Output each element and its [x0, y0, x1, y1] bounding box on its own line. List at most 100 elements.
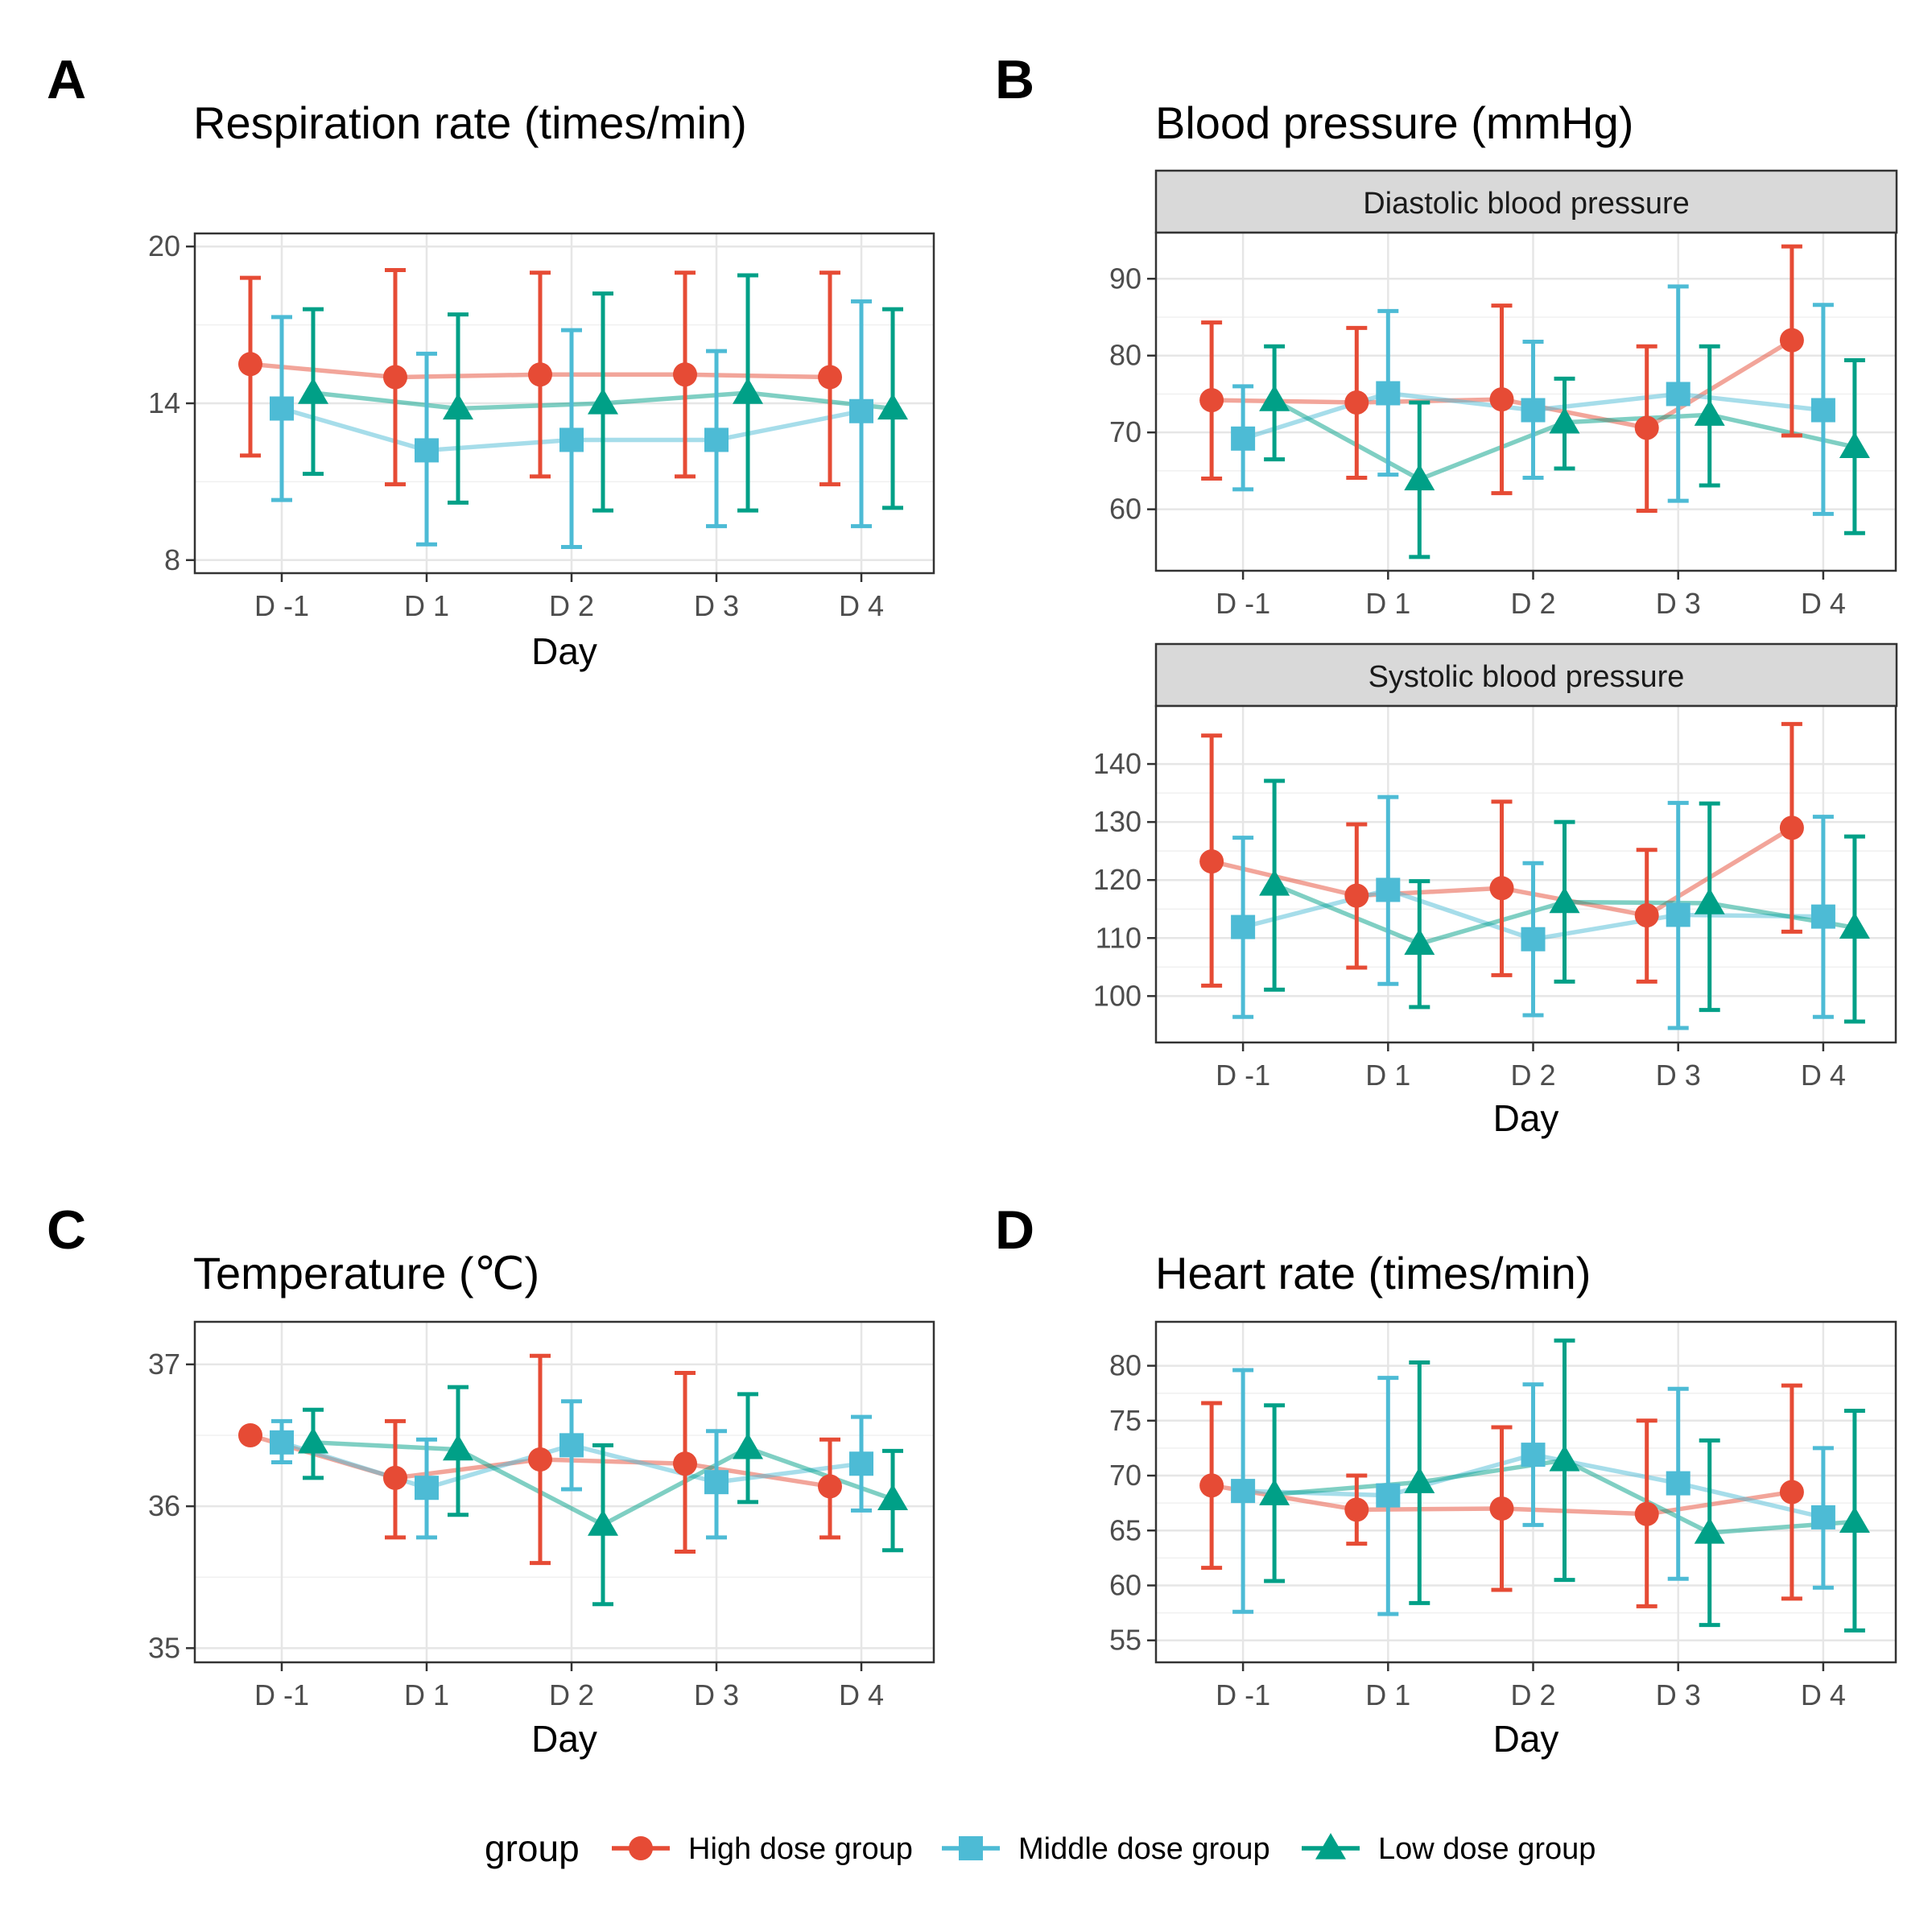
systolic-blood-pressure-xtick-label: D 3	[1656, 1059, 1701, 1092]
systolic-blood-pressure-xaxis-title: Day	[1493, 1097, 1559, 1139]
legend-title: group	[485, 1827, 580, 1869]
temperature-panel-border	[193, 1320, 935, 1664]
diastolic-strip	[1154, 169, 1898, 234]
heart-rate-chart-title: Heart rate (times/min)	[1155, 1248, 1591, 1298]
heart-rate-times-min-high-dose-group-point	[1779, 1480, 1804, 1505]
respiration-rate-plot: 8 14 20 D -1 D 1 D 2 D 3 D 4 Day	[148, 229, 935, 672]
heart-rate-times-min-xtick-label: D 4	[1801, 1678, 1846, 1711]
legend-key-high-dose-group	[612, 1836, 670, 1860]
heart-rate-times-min-high-dose-group-point	[1344, 1497, 1369, 1522]
diastolic-blood-pressure-low-dose-group-point	[1404, 464, 1435, 491]
systolic-blood-pressure-low-dose-group-point	[1694, 888, 1725, 914]
systolic-blood-pressure-xtick-label: D -1	[1216, 1059, 1270, 1092]
systolic-blood-pressure-ytick-label: 140	[1093, 747, 1141, 780]
temperature-high-dose-group-point	[528, 1447, 552, 1472]
respiration-rate-times-min-xtick-label: D 2	[549, 589, 594, 622]
systolic-blood-pressure-panel-border	[1154, 704, 1897, 1044]
blood-pressure-chart-title: Blood pressure (mmHg)	[1155, 97, 1633, 148]
temperature-low-dose-group-point	[733, 1432, 763, 1459]
respiration-rate-times-min-high-dose-group-point	[383, 365, 407, 390]
heart-rate-times-min-xtick-label: D -1	[1216, 1678, 1270, 1711]
systolic-blood-pressure-high-dose-group-point	[1199, 849, 1224, 874]
respiration-rate-times-min-xaxis-title: Day	[531, 630, 597, 672]
heart-rate-times-min-xtick-label: D 2	[1510, 1678, 1555, 1711]
heart-rate-times-min-low-dose-group-point	[1404, 1467, 1435, 1493]
diastolic-blood-pressure-panel-border	[1154, 231, 1897, 572]
diastolic-blood-pressure-middle-dose-group-point	[1810, 398, 1835, 423]
systolic-blood-pressure-ytick-label: 120	[1093, 863, 1141, 896]
systolic-blood-pressure-high-dose-group-point	[1489, 876, 1514, 901]
temperature-low-dose-group-point	[298, 1426, 328, 1454]
diastolic-blood-pressure-xtick-label: D -1	[1216, 587, 1270, 620]
temperature-plot: 35 36 37 D -1 D 1 D 2 D 3 D 4 Day	[148, 1320, 935, 1760]
heart-rate-times-min-low-dose-group-point	[1259, 1479, 1290, 1505]
systolic-blood-pressure-low-dose-group-point	[1259, 869, 1290, 896]
respiration-rate-times-min-xtick-label: D 4	[839, 589, 884, 622]
legend-key-marker	[629, 1836, 653, 1860]
systolic-blood-pressure-middle-dose-group-point	[1666, 902, 1690, 927]
systolic-strip	[1154, 642, 1898, 708]
systolic-blood-pressure-low-dose-group-point	[1404, 928, 1435, 956]
heart-rate-times-min-panel-border	[1154, 1320, 1897, 1664]
systolic-strip-label: Systolic blood pressure	[1368, 660, 1685, 694]
respiration-rate-times-min-xtick-label: D 1	[404, 589, 449, 622]
systolic-blood-pressure-ytick-label: 110	[1096, 921, 1141, 954]
diastolic-blood-pressure-high-dose-group-point	[1779, 328, 1804, 353]
systolic-blood-pressure-middle-dose-group-point	[1376, 877, 1401, 902]
heart-rate-times-min-low-dose-group-point	[1549, 1444, 1580, 1472]
respiration-rate-times-min-middle-dose-group-point	[559, 427, 584, 452]
legend-label-low-dose: Low dose group	[1378, 1832, 1596, 1866]
respiration-rate-times-min-high-dose-group-point	[818, 365, 842, 390]
diastolic-blood-pressure-middle-dose-group-point	[1521, 398, 1546, 423]
systolic-blood-pressure-panel-background	[1156, 706, 1896, 1042]
heart-rate-times-min-xtick-label: D 3	[1656, 1678, 1701, 1711]
temperature-panel-background	[195, 1322, 934, 1662]
diastolic-blood-pressure-middle-dose-group-point	[1231, 426, 1256, 451]
respiration-rate-times-min-high-dose-group-point	[528, 362, 552, 387]
respiration-rate-times-min-low-dose-group-point	[443, 393, 473, 420]
temperature-ytick-label: 35	[148, 1631, 180, 1664]
legend-key-low-dose-group	[1302, 1833, 1360, 1860]
heart-rate-times-min-ytick-label: 75	[1109, 1404, 1141, 1437]
systolic-blood-pressure-middle-dose-group-point	[1521, 927, 1546, 952]
diastolic-blood-pressure-xtick-label: D 2	[1510, 587, 1555, 620]
heart-rate-times-min-middle-dose-group-point	[1810, 1505, 1835, 1530]
temperature-high-dose-group-point	[238, 1423, 262, 1447]
temperature-high-dose-group-point	[383, 1465, 407, 1490]
systolic-blood-pressure-middle-dose-group-point	[1810, 904, 1835, 929]
respiration-rate-times-min-high-dose-group-point	[238, 352, 262, 377]
diastolic-blood-pressure-ytick-label: 80	[1109, 339, 1141, 372]
heart-rate-times-min-high-dose-group-point	[1199, 1473, 1224, 1498]
heart-rate-plot: 55 60 65 70 75 80 D -1 D 1 D 2 D 3 D 4 Day	[1109, 1320, 1897, 1760]
diastolic-blood-pressure-high-dose-group-point	[1489, 387, 1514, 412]
diastolic-blood-pressure-ytick-label: 60	[1109, 493, 1141, 526]
panel-letter-d: D	[995, 1199, 1034, 1261]
respiration-rate-times-min-low-dose-group-point	[733, 378, 763, 404]
systolic-blood-pressure-low-dose-group-point	[1549, 886, 1580, 914]
temperature-low-dose-group-point	[588, 1509, 618, 1536]
diastolic-blood-pressure-low-dose-group-point	[1694, 399, 1725, 426]
heart-rate-times-min-ytick-label: 60	[1109, 1568, 1141, 1601]
diastolic-blood-pressure-xtick-label: D 4	[1801, 587, 1846, 620]
diastolic-blood-pressure-low-dose-group-point	[1259, 385, 1290, 411]
respiration-rate-times-min-ytick-label: 14	[148, 386, 180, 419]
diastolic-blood-pressure-low-dose-group-point	[1839, 431, 1870, 458]
panel-letter-a: A	[47, 49, 86, 110]
respiration-rate-times-min-xtick-label: D 3	[694, 589, 739, 622]
heart-rate-times-min-middle-dose-group-point	[1231, 1479, 1256, 1504]
legend-key-marker	[1315, 1833, 1346, 1860]
temperature-xtick-label: D -1	[254, 1678, 309, 1711]
systolic-blood-pressure-high-dose-group-point	[1779, 815, 1804, 840]
heart-rate-times-min-xaxis-title: Day	[1493, 1718, 1559, 1760]
panel-letter-c: C	[47, 1199, 86, 1261]
temperature-middle-dose-group-point	[704, 1470, 729, 1495]
temperature-xaxis-title: Day	[531, 1718, 597, 1760]
diastolic-blood-pressure-high-dose-group-point	[1199, 388, 1224, 413]
heart-rate-times-min-high-dose-group-point	[1489, 1496, 1514, 1521]
temperature-high-dose-group-point	[673, 1451, 697, 1476]
respiration-rate-times-min-low-dose-group-point	[588, 388, 618, 415]
temperature-xtick-label: D 4	[839, 1678, 884, 1711]
heart-rate-times-min-xtick-label: D 1	[1365, 1678, 1410, 1711]
systolic-blood-pressure-high-dose-group-point	[1344, 883, 1369, 908]
